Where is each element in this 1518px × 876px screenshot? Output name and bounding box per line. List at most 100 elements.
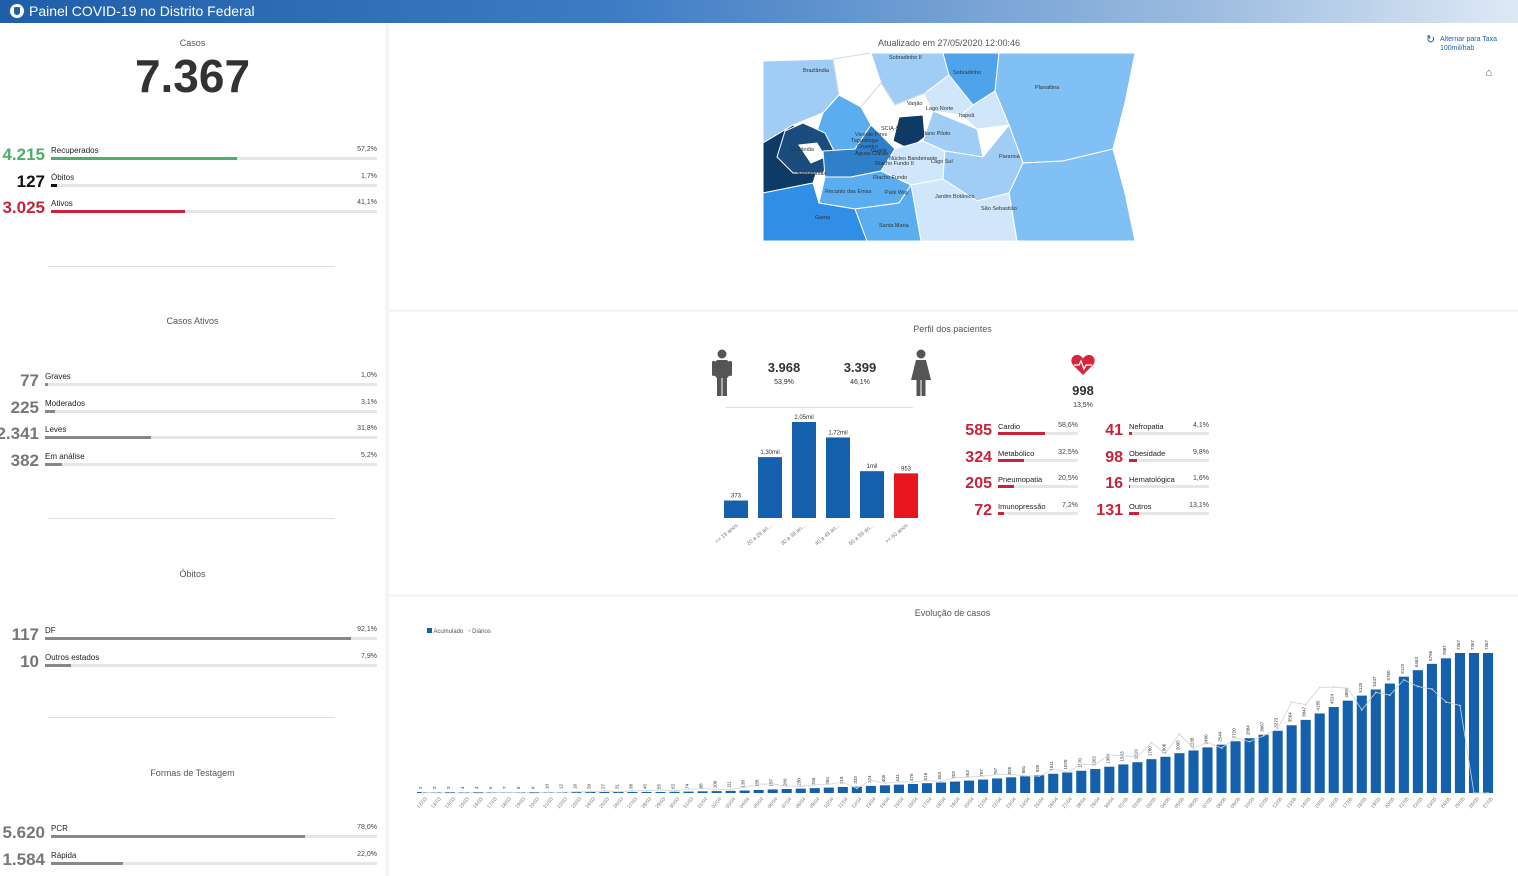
acumulado-value-label: 707 [979, 769, 984, 777]
diarios-point [491, 791, 494, 794]
comorbidade-row: 585 Cardio 58,6% [952, 422, 1082, 444]
date-tick-label: 12/05 [1272, 796, 1285, 810]
metric-bar-fill [51, 861, 123, 865]
diarios-point [855, 787, 858, 790]
metric-pct: 7,9% [361, 652, 377, 660]
age-bar [826, 437, 850, 518]
map-region[interactable] [922, 110, 984, 158]
metric-bar [45, 663, 377, 667]
acumulado-value-label: 8 [516, 786, 521, 789]
map-region[interactable] [854, 183, 922, 241]
map-panel: Atualizado em 27/05/2020 12:00:46 ↻ Alte… [389, 23, 1518, 309]
acumulado-bar [683, 791, 694, 793]
date-tick-label: 19/04 [949, 796, 962, 810]
metric-value: 77 [20, 371, 39, 390]
obitos-title: Óbitos [179, 569, 206, 579]
acumulado-value-label: 88 [699, 783, 704, 789]
df-region-map[interactable]: Sobradinho II Brazlândia Sobradinho Planalt… [763, 53, 1135, 241]
date-tick-label: 01/04 [697, 796, 710, 810]
map-region-label: Ceilândia [791, 147, 815, 153]
age-bar-label: 2,05mil [794, 415, 813, 421]
map-region[interactable] [924, 74, 974, 116]
acumulado-value-label: 62 [671, 783, 676, 789]
map-region[interactable] [1008, 148, 1135, 241]
acumulado-bar [1216, 744, 1227, 793]
date-tick-label: 26/04 [1047, 796, 1060, 810]
date-tick-label: 30/03 [668, 796, 681, 810]
date-tick-label: 18/03 [500, 796, 513, 810]
metric-row: 2.341 Leves 31,8% [0, 424, 385, 448]
diarios-point [1459, 704, 1461, 707]
acumulado-bar [893, 784, 904, 793]
header-bar: Painel COVID-19 no Distrito Federal [0, 0, 1518, 23]
acumulado-bar [1132, 762, 1143, 793]
date-tick-label: 20/04 [963, 796, 976, 810]
acumulado-bar [1188, 750, 1199, 793]
metric-row: 4.215 Recuperados 57,2% [0, 145, 385, 169]
comorbidade-row: 98 Obesidade 9,8% [1083, 449, 1213, 471]
acumulado-bar [1398, 676, 1409, 793]
map-region-label: Santa Maria [879, 223, 910, 229]
date-tick-label: 22/05 [1412, 796, 1425, 810]
metric-row: 225 Moderados 3,1% [0, 398, 385, 422]
metric-bar-fill [45, 637, 351, 640]
casos-title: Casos [179, 38, 206, 48]
date-tick-label: 03/05 [1145, 796, 1158, 810]
acumulado-bar [1160, 756, 1171, 793]
acumulado-value-label: 2544 [1218, 731, 1223, 742]
diarios-point [533, 792, 536, 794]
acumulado-value-label: 441 [895, 774, 900, 782]
diarios-point [1346, 687, 1349, 690]
metric-bar [45, 436, 377, 439]
date-tick-label: 16/05 [1328, 796, 1341, 810]
comorbidade-label: Nefropatia [1129, 422, 1164, 431]
diarios-point [785, 785, 788, 788]
acumulado-bar [837, 786, 848, 793]
date-tick-label: 02/05 [1131, 796, 1144, 810]
comorbidade-label: Cardio [998, 422, 1021, 431]
diarios-point [645, 789, 648, 792]
map-region-label: Plano Piloto [921, 131, 950, 137]
comorbidade-value: 131 [1096, 501, 1123, 519]
acumulado-bar [851, 786, 862, 793]
left-panel: Casos 7.367 4.215 Recuperados 57,2% 127 Óbit… [0, 23, 385, 876]
home-icon[interactable]: ⌂ [1485, 67, 1492, 79]
date-tick-label: 11/04 [837, 796, 850, 809]
date-tick-label: 21/03 [542, 796, 555, 810]
date-tick-label: 02/04 [711, 796, 724, 810]
toggle-rate-button[interactable]: ↻ Alternar para Taxa 100mil/hab [1426, 35, 1510, 53]
map-region-label: Taguatinga [851, 138, 879, 144]
metric-label: Em análise [45, 451, 85, 461]
acumulado-value-label: 653 [965, 770, 970, 778]
age-category-label: 20 a 29 an... [746, 523, 774, 548]
comorbidade-value: 585 [965, 422, 992, 439]
date-tick-label: 18/04 [935, 796, 948, 810]
metric-value: 3.025 [2, 198, 45, 217]
acumulado-bar [1090, 769, 1101, 793]
diarios-point [898, 780, 900, 783]
map-region-label: Paranoá [999, 154, 1021, 160]
acumulado-value-label: 5 [488, 786, 493, 789]
date-tick-label: 10/04 [823, 796, 836, 810]
comorbidade-bar [998, 458, 1078, 462]
diarios-point [547, 791, 550, 794]
acumulado-value-label: 3 [432, 786, 437, 789]
diarios-point [1080, 763, 1083, 766]
acumulado-bar [949, 781, 961, 793]
date-tick-label: 14/03 [444, 796, 457, 810]
date-tick-label: 28/03 [640, 796, 653, 810]
metric-label: Outros estados [45, 652, 100, 662]
acumulado-bar [1342, 700, 1353, 793]
metric-value: 4.215 [2, 145, 45, 164]
acumulado-value-label: 767 [993, 767, 998, 775]
acumulado-bar [697, 791, 708, 793]
acumulado-bar [1468, 653, 1480, 793]
diarios-point [799, 785, 802, 788]
age-bar-label: 1,30mil [760, 450, 779, 456]
diarios-point [1262, 734, 1265, 737]
date-tick-label: 23/03 [570, 796, 583, 810]
comorbidade-value: 324 [965, 448, 992, 466]
metric-row: 1.584 Rápida 22,0% [0, 850, 385, 874]
map-region[interactable] [960, 90, 1010, 130]
map-region-label: Jardim Botânico [935, 194, 974, 200]
